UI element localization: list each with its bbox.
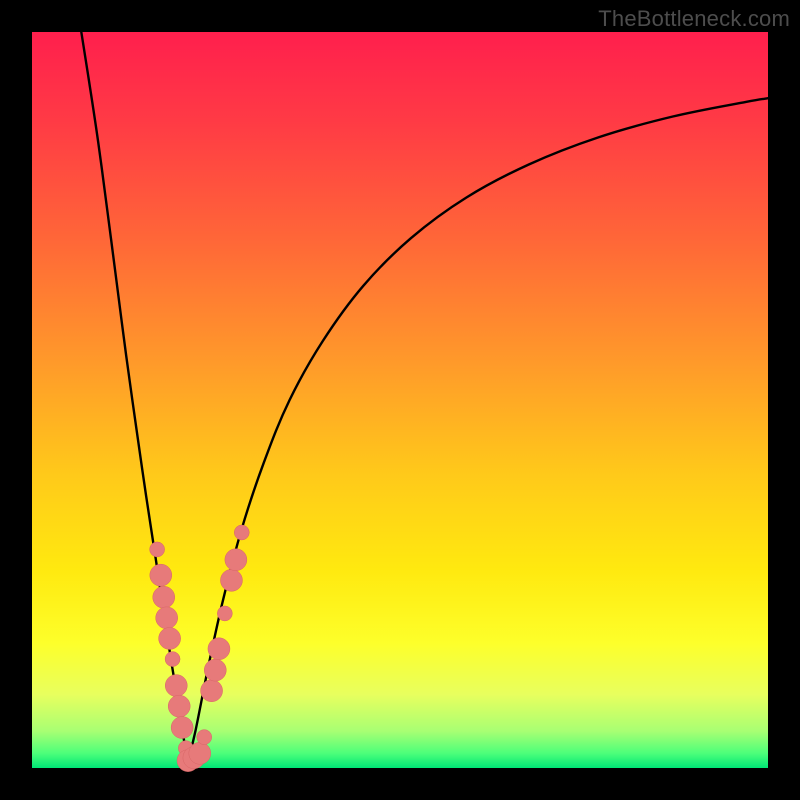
curve-layer — [32, 32, 768, 768]
plot-area — [32, 32, 768, 768]
data-marker — [204, 659, 226, 681]
data-markers — [150, 525, 250, 772]
data-marker — [217, 606, 232, 621]
data-marker — [225, 549, 247, 571]
data-marker — [234, 525, 249, 540]
data-marker — [168, 695, 190, 717]
data-marker — [153, 586, 175, 608]
data-marker — [201, 680, 223, 702]
watermark-text: TheBottleneck.com — [598, 6, 790, 32]
chart-root: TheBottleneck.com — [0, 0, 800, 800]
data-marker — [220, 569, 242, 591]
data-marker — [150, 564, 172, 586]
data-marker — [165, 652, 180, 667]
bottleneck-curve — [81, 32, 768, 761]
data-marker — [208, 638, 230, 660]
data-marker — [165, 675, 187, 697]
data-marker — [197, 730, 212, 745]
data-marker — [159, 627, 181, 649]
data-marker — [189, 742, 211, 764]
data-marker — [150, 542, 165, 557]
data-marker — [156, 607, 178, 629]
data-marker — [171, 717, 193, 739]
